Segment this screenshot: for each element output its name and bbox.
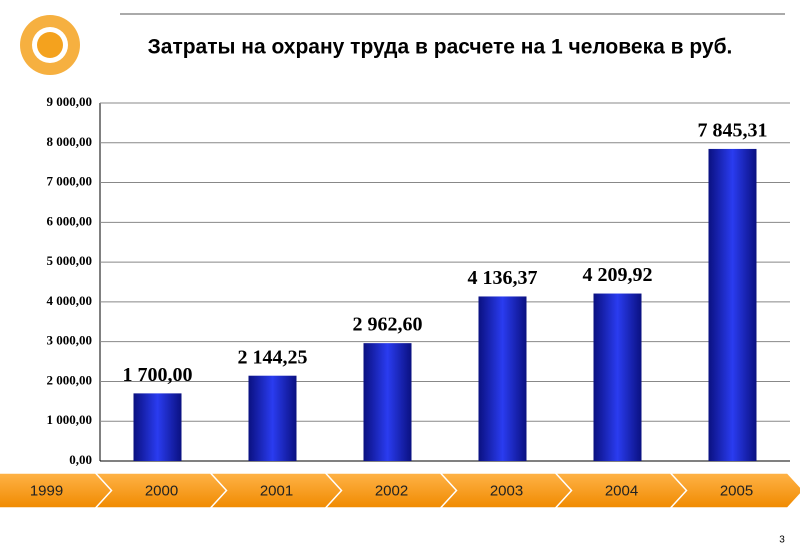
y-tick-label: 6 000,00: [47, 213, 93, 228]
x-tick-label: 2002: [375, 482, 408, 499]
x-tick-label: 2000: [145, 482, 178, 499]
y-tick-label: 3 000,00: [47, 333, 93, 348]
chart-title: Затраты на охрану труда в расчете на 1 ч…: [148, 36, 733, 59]
x-tick-label: 1999: [30, 482, 63, 499]
value-label: 4 136,37: [468, 267, 538, 289]
y-tick-label: 5 000,00: [47, 253, 93, 268]
bar: [248, 375, 297, 461]
x-tick-label: 2005: [720, 482, 753, 499]
x-tick-label: 2004: [605, 482, 638, 499]
y-tick-label: 1 000,00: [47, 412, 93, 427]
y-tick-label: 4 000,00: [47, 293, 93, 308]
y-tick-label: 2 000,00: [47, 372, 93, 387]
y-tick-label: 7 000,00: [47, 174, 93, 189]
page-number: 3: [779, 535, 785, 546]
logo: [20, 15, 80, 75]
bar: [363, 343, 412, 461]
bar: [593, 293, 642, 461]
category-chevron: [668, 472, 800, 509]
value-label: 7 845,31: [698, 120, 768, 142]
y-tick-label: 0,00: [69, 452, 92, 467]
value-label: 2 144,25: [238, 346, 308, 368]
y-tick-label: 8 000,00: [47, 134, 93, 149]
value-label: 2 962,60: [353, 314, 423, 336]
value-label: 4 209,92: [583, 264, 653, 286]
bar: [708, 148, 757, 461]
y-tick-label: 9 000,00: [47, 94, 93, 109]
bar: [133, 393, 182, 461]
x-tick-label: 2003: [490, 482, 523, 499]
bar: [478, 296, 527, 461]
x-tick-label: 2001: [260, 482, 293, 499]
value-label: 1 700,00: [123, 364, 193, 386]
